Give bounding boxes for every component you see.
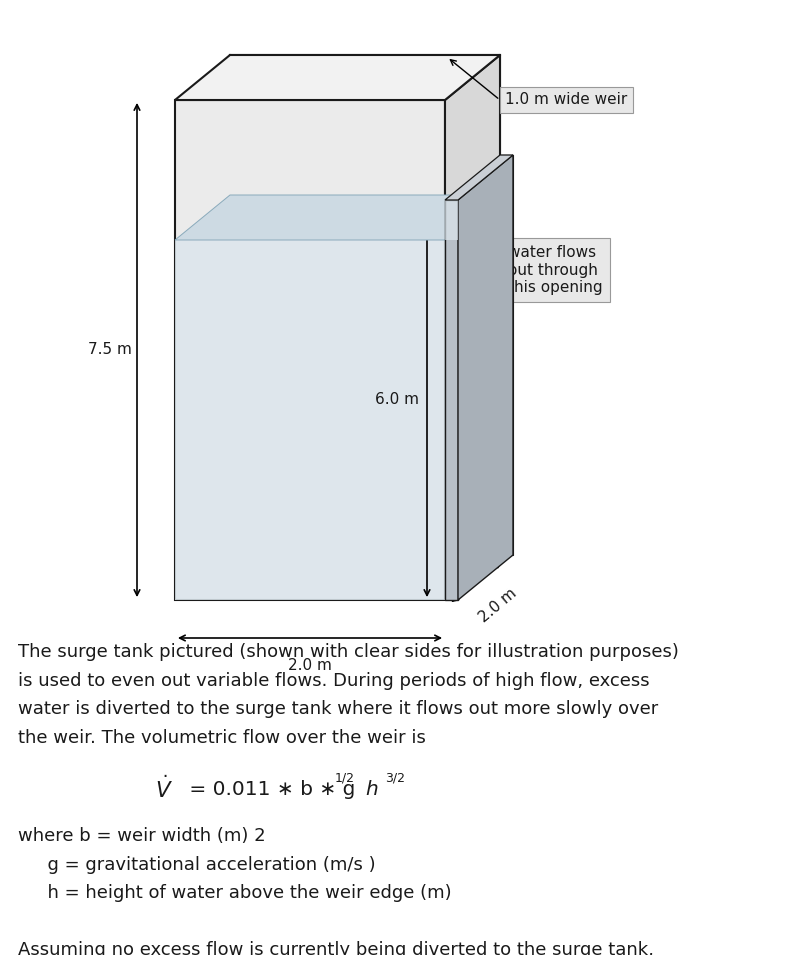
Polygon shape: [445, 200, 458, 600]
Polygon shape: [445, 55, 500, 600]
Polygon shape: [175, 100, 445, 600]
Polygon shape: [175, 195, 500, 240]
Text: = 0.011 ∗ b ∗ g: = 0.011 ∗ b ∗ g: [183, 779, 356, 798]
Text: where b = weir width (m) 2: where b = weir width (m) 2: [18, 827, 265, 845]
Text: 1.0 m wide weir: 1.0 m wide weir: [505, 93, 627, 108]
Text: h: h: [473, 211, 484, 229]
Text: the weir. The volumetric flow over the weir is: the weir. The volumetric flow over the w…: [18, 729, 426, 747]
Text: 7.5 m: 7.5 m: [88, 343, 132, 357]
Text: h = height of water above the weir edge (m): h = height of water above the weir edge …: [36, 884, 452, 902]
Polygon shape: [175, 240, 445, 600]
Polygon shape: [500, 155, 513, 555]
Text: $\dot{V}$: $\dot{V}$: [155, 775, 173, 802]
Text: water is diverted to the surge tank where it flows out more slowly over: water is diverted to the surge tank wher…: [18, 700, 658, 718]
Text: 6.0 m: 6.0 m: [375, 393, 419, 408]
Text: is used to even out variable flows. During periods of high flow, excess: is used to even out variable flows. Duri…: [18, 671, 649, 690]
Text: 2.0 m: 2.0 m: [476, 585, 519, 626]
Text: 2.0 m: 2.0 m: [288, 658, 332, 673]
Text: Assuming no excess flow is currently being diverted to the surge tank,: Assuming no excess flow is currently bei…: [18, 941, 654, 955]
Text: g = gravitational acceleration (m/s ): g = gravitational acceleration (m/s ): [36, 856, 375, 874]
Text: 1/2: 1/2: [335, 772, 355, 784]
Polygon shape: [445, 155, 513, 200]
Polygon shape: [175, 55, 500, 100]
Text: The surge tank pictured (shown with clear sides for illustration purposes): The surge tank pictured (shown with clea…: [18, 643, 679, 661]
Text: 3/2: 3/2: [385, 772, 405, 784]
Polygon shape: [445, 200, 458, 240]
Text: h: h: [365, 779, 378, 798]
Polygon shape: [445, 195, 500, 600]
Text: water flows
out through
this opening: water flows out through this opening: [508, 245, 603, 295]
Polygon shape: [458, 155, 513, 600]
